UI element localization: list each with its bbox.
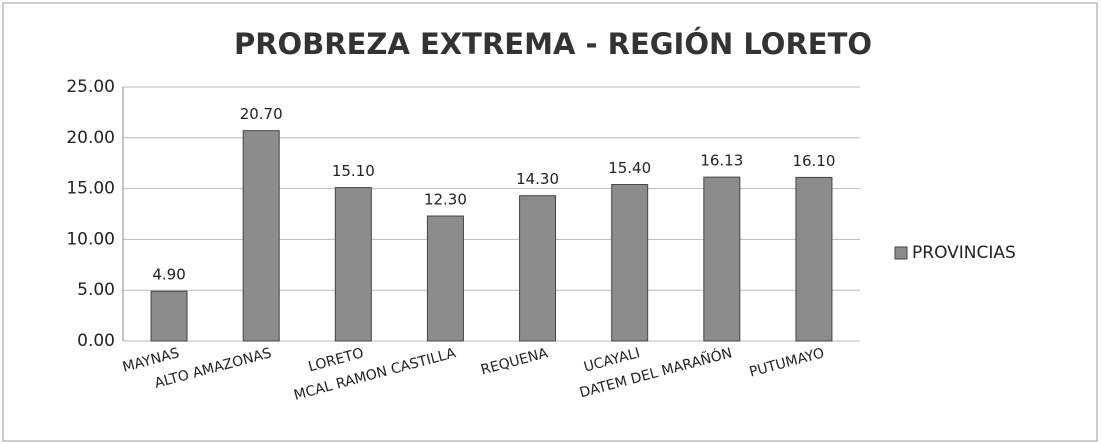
bar: [334, 187, 372, 342]
data-label: 16.10: [792, 152, 835, 170]
y-tick-label: 20.00: [66, 128, 115, 148]
legend-label: PROVINCIAS: [912, 243, 1016, 263]
chart-title: PROBREZA EXTREMA - REGIÓN LORETO: [234, 27, 872, 61]
data-label: 15.40: [608, 159, 651, 177]
y-tick-label: 15.00: [66, 179, 115, 199]
data-label: 20.70: [240, 105, 283, 123]
y-tick-label: 25.00: [66, 77, 115, 97]
data-label: 4.90: [152, 266, 185, 284]
bar: [611, 184, 649, 342]
data-label: 15.10: [332, 162, 375, 180]
data-label: 14.30: [516, 170, 559, 188]
bar: [703, 176, 741, 342]
data-label: 16.13: [700, 152, 743, 170]
y-tick-label: 10.00: [66, 229, 115, 249]
bar: [519, 195, 557, 342]
bar: [150, 290, 188, 342]
y-tick-label: 5.00: [77, 280, 115, 300]
data-label: 12.30: [424, 191, 467, 209]
bar: [426, 215, 464, 342]
bar: [242, 130, 280, 342]
bar: [795, 176, 833, 342]
y-tick-label: 0.00: [77, 331, 115, 351]
legend-swatch: [894, 246, 908, 260]
